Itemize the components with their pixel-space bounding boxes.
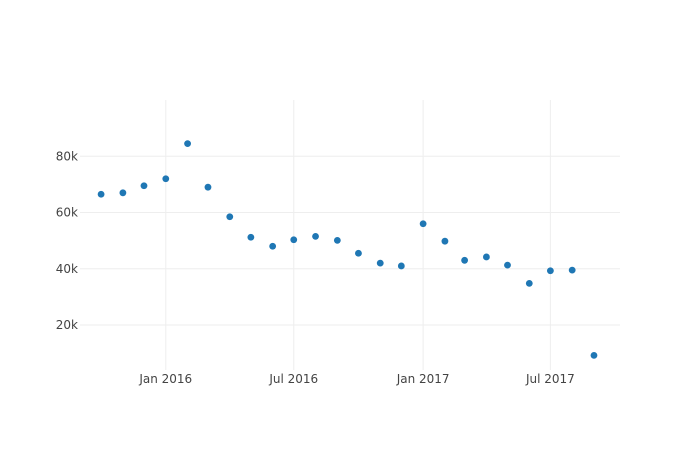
data-points (97, 140, 598, 359)
x-tick-label: Jul 2016 (268, 372, 318, 386)
data-point[interactable] (419, 220, 427, 228)
data-point[interactable] (119, 189, 127, 197)
data-point[interactable] (441, 237, 449, 245)
data-point[interactable] (184, 140, 191, 147)
data-point[interactable] (290, 236, 298, 244)
data-point[interactable] (312, 233, 319, 240)
data-point[interactable] (397, 262, 405, 270)
data-point[interactable] (590, 351, 598, 359)
data-point[interactable] (333, 236, 341, 244)
data-point[interactable] (269, 242, 277, 250)
x-tick-label: Jul 2017 (525, 372, 575, 386)
data-point[interactable] (376, 259, 384, 267)
y-axis-ticks: 20k 40k 60k 80k (56, 149, 78, 332)
data-point[interactable] (461, 256, 469, 264)
y-tick-label: 20k (56, 318, 78, 332)
y-tick-label: 80k (56, 149, 78, 163)
x-tick-label: Jan 2016 (138, 372, 192, 386)
data-point[interactable] (140, 182, 148, 190)
x-axis-ticks: Jan 2016 Jul 2016 Jan 2017 Jul 2017 (138, 372, 574, 386)
y-tick-label: 60k (56, 206, 78, 220)
data-point[interactable] (97, 190, 105, 198)
data-point[interactable] (247, 233, 255, 241)
x-tick-label: Jan 2017 (396, 372, 450, 386)
data-point[interactable] (162, 175, 170, 183)
data-point[interactable] (504, 261, 511, 269)
y-tick-label: 40k (56, 262, 78, 276)
grid (80, 100, 620, 370)
data-point[interactable] (546, 267, 554, 275)
data-point[interactable] (226, 213, 234, 221)
data-point[interactable] (204, 183, 212, 191)
data-point[interactable] (355, 249, 362, 257)
data-point[interactable] (525, 279, 533, 287)
data-point[interactable] (568, 266, 576, 274)
data-point[interactable] (483, 253, 490, 261)
